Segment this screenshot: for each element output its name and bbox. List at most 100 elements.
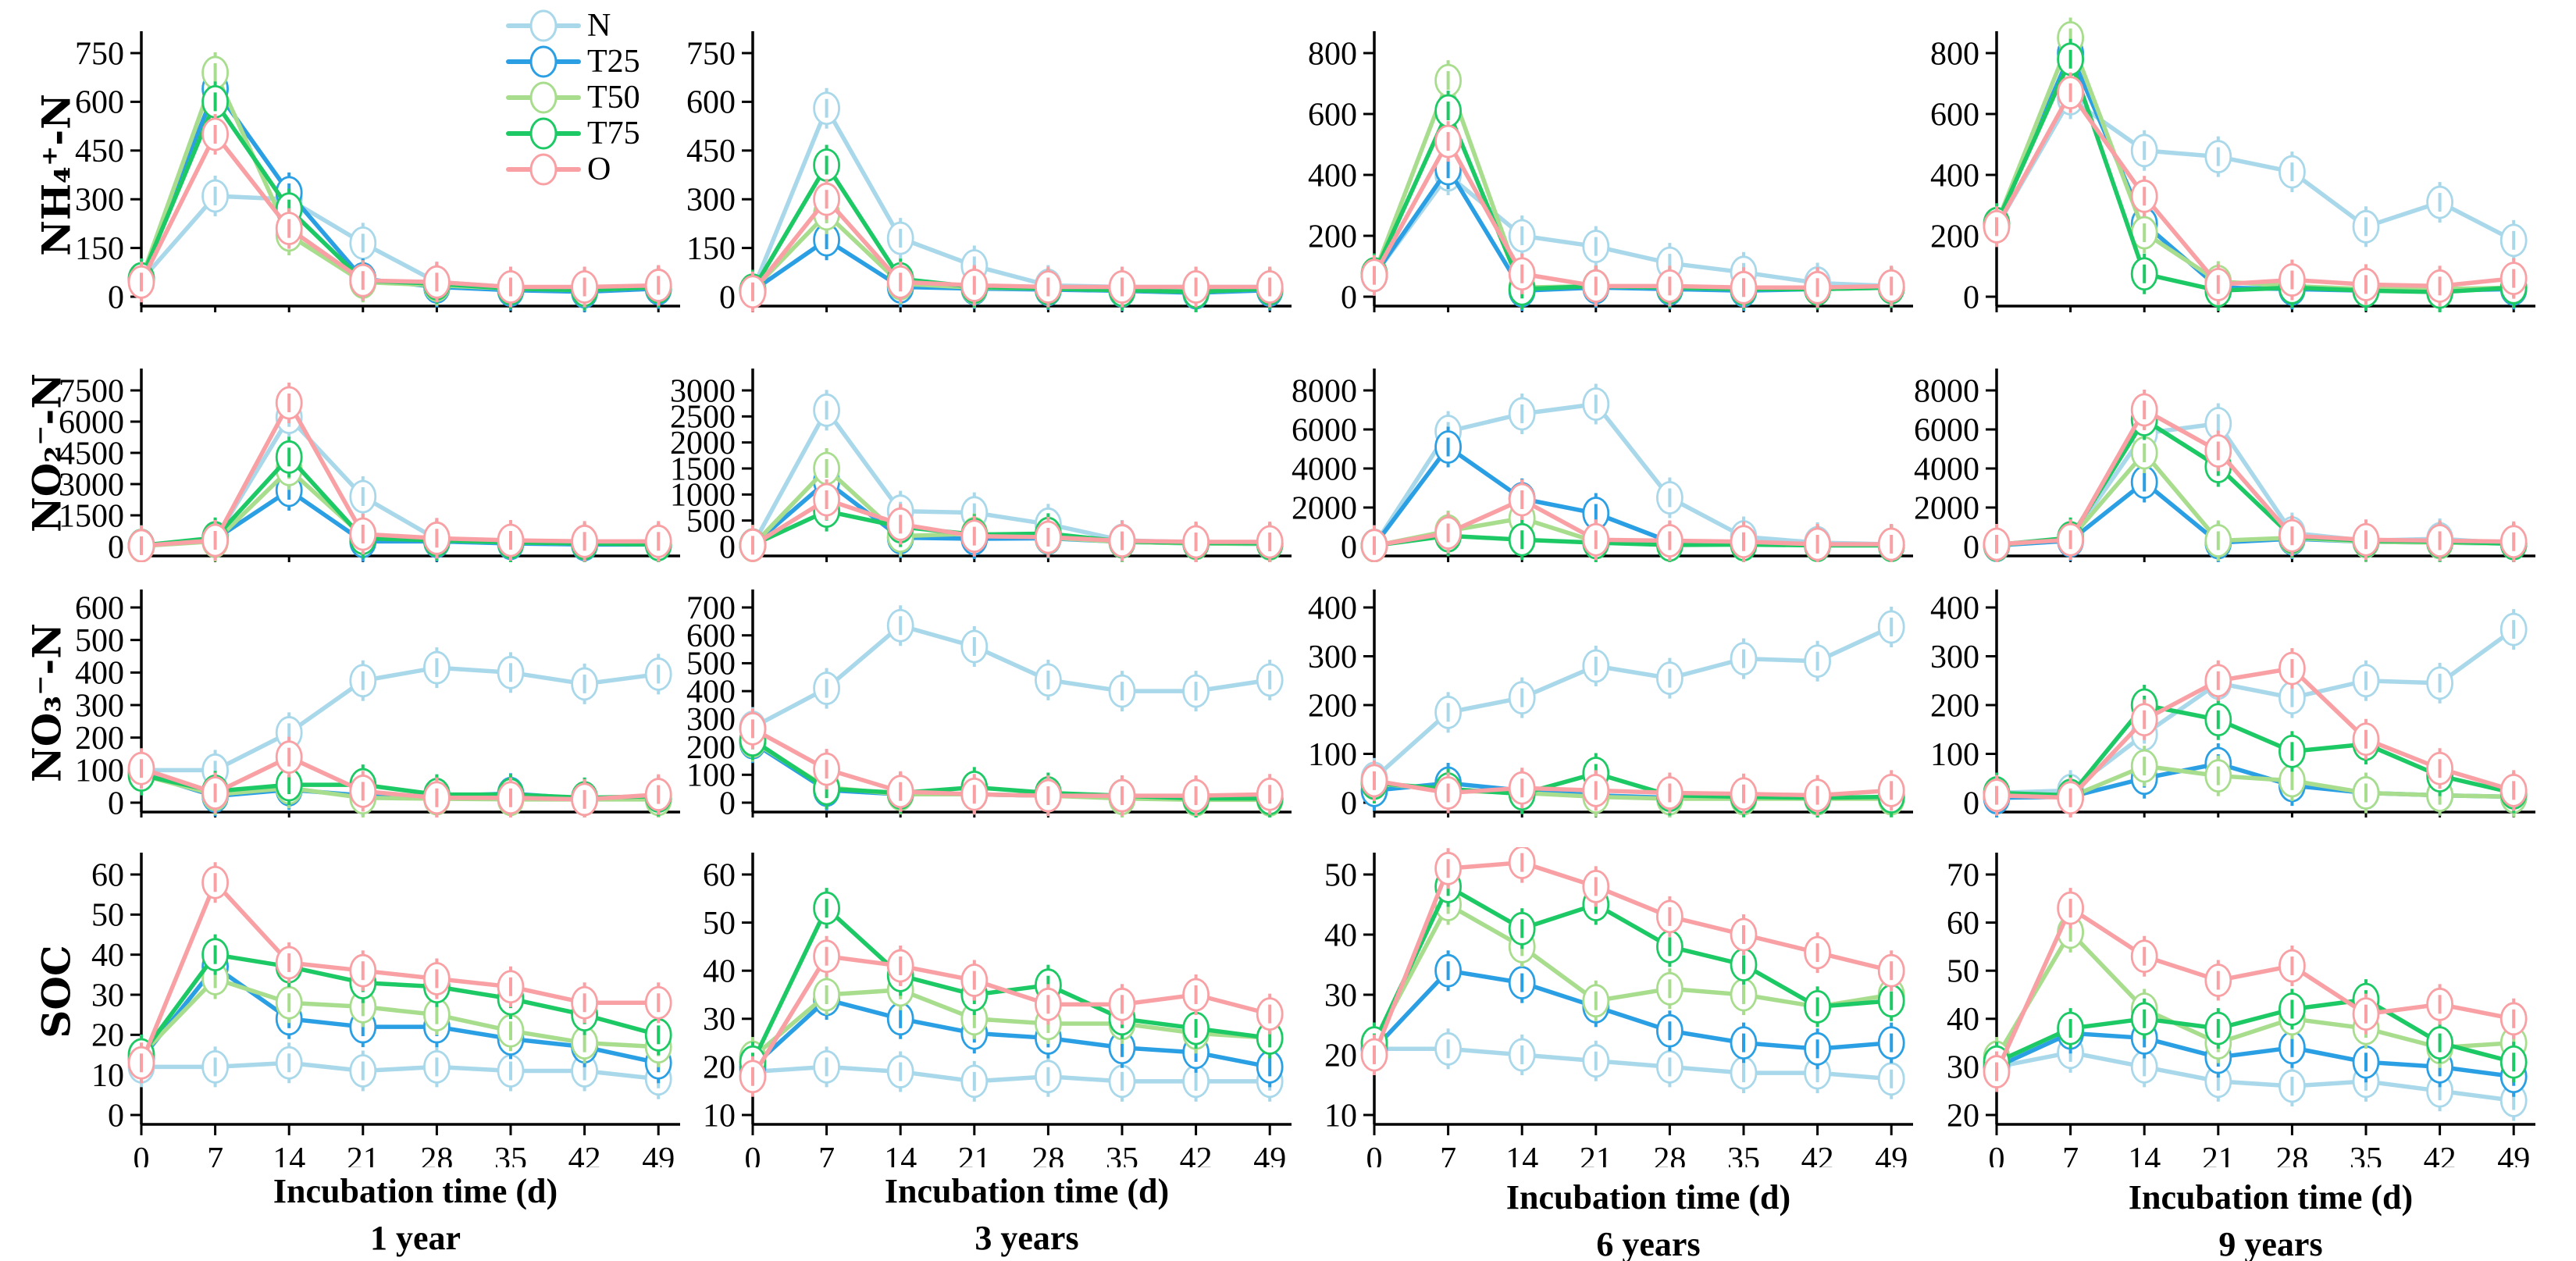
svg-text:100: 100 (1308, 737, 1357, 773)
svg-text:2000: 2000 (1914, 490, 1979, 526)
svg-text:8000: 8000 (1292, 373, 1357, 409)
svg-text:4000: 4000 (1914, 451, 1979, 487)
svg-text:600: 600 (686, 618, 736, 654)
svg-text:300: 300 (686, 182, 736, 218)
svg-text:60: 60 (91, 857, 124, 893)
svg-text:300: 300 (75, 688, 124, 724)
svg-text:6000: 6000 (59, 404, 124, 440)
svg-text:7: 7 (1440, 1142, 1456, 1167)
svg-text:600: 600 (1308, 97, 1357, 133)
chart-NH4+-N-9 years: 0 200 400 600 800 (1879, 0, 2543, 316)
svg-text:200: 200 (686, 730, 736, 766)
svg-text:50: 50 (91, 898, 124, 934)
svg-text:0: 0 (1963, 529, 1979, 562)
chart-NO2--N-9 years: 0 2000 4000 6000 8000 (1879, 328, 2543, 566)
svg-text:0: 0 (108, 280, 124, 312)
svg-text:300: 300 (1930, 639, 1979, 675)
svg-text:50: 50 (1324, 857, 1357, 893)
svg-text:30: 30 (703, 1002, 736, 1038)
svg-text:35: 35 (1106, 1142, 1138, 1167)
svg-text:7: 7 (207, 1142, 223, 1167)
svg-text:35: 35 (1727, 1142, 1760, 1167)
svg-text:14: 14 (2128, 1142, 2161, 1167)
svg-text:750: 750 (75, 36, 124, 72)
svg-text:600: 600 (75, 85, 124, 121)
svg-text:600: 600 (686, 85, 736, 121)
svg-text:6000: 6000 (1914, 412, 1979, 448)
x-axis-label: Incubation time (d) (273, 1172, 558, 1210)
svg-text:4000: 4000 (1292, 451, 1357, 487)
svg-text:42: 42 (1801, 1142, 1834, 1167)
svg-text:7: 7 (2062, 1142, 2079, 1167)
svg-text:200: 200 (1308, 688, 1357, 724)
svg-text:42: 42 (568, 1142, 601, 1167)
svg-text:20: 20 (91, 1018, 124, 1054)
chart-NH4+-N-1 year: 0 150 300 450 600 750 (24, 0, 688, 316)
svg-text:200: 200 (75, 721, 124, 757)
svg-text:2500: 2500 (670, 400, 736, 436)
svg-text:0: 0 (1341, 785, 1357, 818)
svg-text:28: 28 (2275, 1142, 2308, 1167)
svg-text:21: 21 (1580, 1142, 1612, 1167)
svg-text:40: 40 (1324, 917, 1357, 953)
chart-NO3--N-9 years: 0 100 200 300 400 (1879, 586, 2543, 821)
legend-item-n: N (506, 8, 640, 44)
svg-text:14: 14 (1505, 1142, 1538, 1167)
svg-text:300: 300 (75, 182, 124, 218)
legend-label: T75 (587, 115, 640, 151)
legend-label: O (587, 151, 611, 187)
svg-text:14: 14 (884, 1142, 917, 1167)
x-axis-label: Incubation time (d) (884, 1172, 1170, 1210)
svg-text:40: 40 (1947, 1002, 1979, 1038)
svg-text:0: 0 (108, 529, 124, 562)
svg-text:400: 400 (1930, 590, 1979, 626)
legend: N T25 T50 T75 O (506, 8, 640, 187)
svg-text:40: 40 (91, 938, 124, 974)
svg-text:100: 100 (686, 758, 736, 794)
svg-text:200: 200 (1930, 219, 1979, 255)
chart-NH4+-N-6 years: 0 200 400 600 800 (1257, 0, 1921, 316)
chart-NO3--N-6 years: 0 100 200 300 400 (1257, 586, 1921, 821)
legend-marker-icon (506, 45, 581, 77)
chart-NO2--N-1 year: 0 1500 3000 4500 6000 7500 (24, 328, 688, 567)
column-title-9-years: 9 years (2218, 1225, 2323, 1261)
svg-text:100: 100 (75, 753, 124, 789)
x-axis-label: Incubation time (d) (2128, 1178, 2414, 1216)
svg-text:70: 70 (1947, 857, 1979, 893)
svg-text:0: 0 (719, 529, 736, 562)
svg-text:150: 150 (75, 231, 124, 267)
svg-text:1500: 1500 (670, 451, 736, 487)
legend-marker-icon (506, 81, 581, 113)
svg-text:300: 300 (1308, 639, 1357, 675)
svg-text:0: 0 (108, 1098, 124, 1134)
svg-text:28: 28 (1031, 1142, 1064, 1167)
chart-SOC-6 years: 10 20 30 40 50 0 7 14 21 28 35 42 49 (1257, 842, 1921, 1177)
svg-text:28: 28 (1653, 1142, 1686, 1167)
svg-text:35: 35 (2350, 1142, 2382, 1167)
svg-text:0: 0 (719, 280, 736, 312)
legend-label: T50 (587, 79, 640, 116)
legend-item-t50: T50 (506, 79, 640, 116)
svg-text:10: 10 (703, 1098, 736, 1134)
svg-text:21: 21 (958, 1142, 991, 1167)
svg-text:700: 700 (686, 590, 736, 626)
svg-text:7: 7 (818, 1142, 835, 1167)
svg-text:300: 300 (686, 702, 736, 738)
svg-text:7500: 7500 (59, 373, 124, 409)
svg-text:0: 0 (1989, 1142, 2005, 1167)
legend-label: T25 (587, 43, 640, 80)
svg-text:750: 750 (686, 36, 736, 72)
svg-text:400: 400 (1308, 590, 1357, 626)
legend-marker-icon (506, 117, 581, 149)
svg-text:500: 500 (686, 647, 736, 682)
chart-NO2--N-3 years: 0 500 1000 1500 2000 2500 3000 (636, 328, 1299, 566)
svg-text:0: 0 (1963, 785, 1979, 818)
svg-text:800: 800 (1930, 36, 1979, 72)
svg-text:400: 400 (1930, 158, 1979, 194)
svg-text:0: 0 (745, 1142, 761, 1167)
svg-text:3000: 3000 (59, 467, 124, 503)
svg-text:400: 400 (1308, 158, 1357, 194)
chart-NH4+-N-3 years: 0 150 300 450 600 750 (636, 0, 1299, 316)
svg-text:400: 400 (75, 656, 124, 692)
